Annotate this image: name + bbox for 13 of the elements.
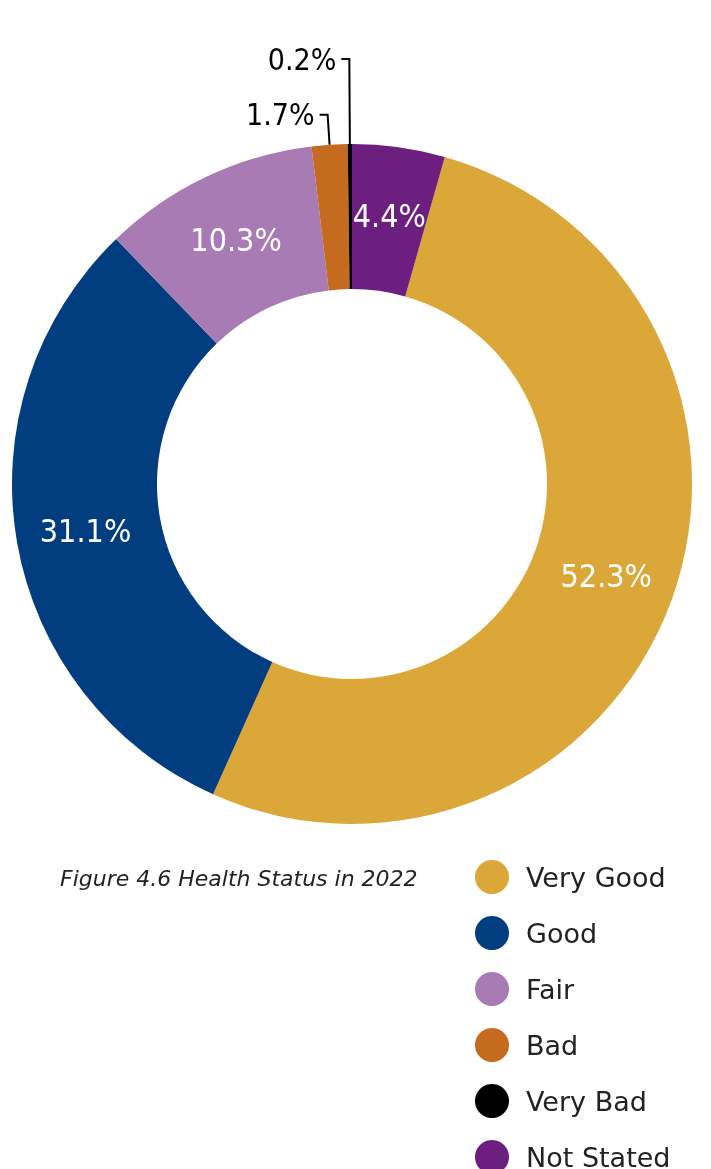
- legend-label: Very Good: [526, 861, 666, 893]
- legend-label: Very Bad: [526, 1085, 647, 1117]
- legend-label: Bad: [526, 1029, 579, 1061]
- data-label: 4.4%: [352, 197, 426, 236]
- data-label: 1.7%: [246, 97, 315, 133]
- data-label: 52.3%: [560, 557, 652, 596]
- data-label: 0.2%: [267, 41, 337, 77]
- data-label: 10.3%: [190, 220, 282, 259]
- text: Figure 4.6 Health Status in 2022: [60, 865, 418, 891]
- data-label: 31.1%: [39, 511, 132, 550]
- legend-label: Good: [526, 917, 598, 949]
- legend-label: Fair: [526, 973, 576, 1005]
- legend-label: Not Stated: [526, 1141, 671, 1169]
